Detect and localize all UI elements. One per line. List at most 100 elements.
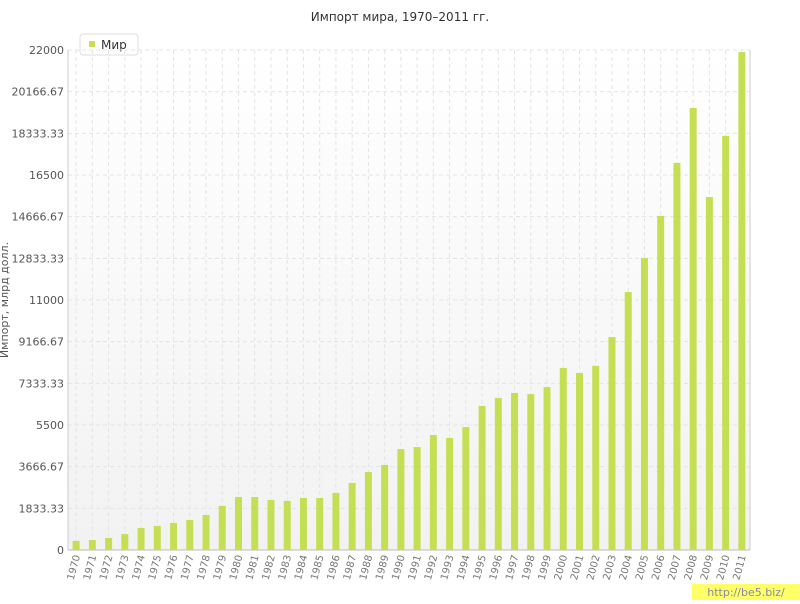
x-tick-label: 1973: [115, 554, 132, 581]
x-tick-label: 2006: [650, 554, 667, 581]
bar: [608, 337, 616, 550]
x-tick-label: 1982: [261, 554, 278, 581]
x-tick-label: 1980: [228, 554, 245, 581]
bar: [738, 52, 746, 550]
legend: Мир: [79, 33, 139, 56]
bar: [640, 257, 648, 550]
bar: [576, 372, 583, 550]
x-tick-label: 1975: [147, 554, 164, 581]
bar: [170, 522, 178, 550]
watermark-bg: [692, 584, 800, 600]
bar: [202, 515, 210, 550]
x-tick-label: 1989: [374, 554, 391, 581]
bar: [72, 540, 80, 550]
x-tick-label: 2005: [634, 554, 651, 581]
bar: [316, 497, 324, 550]
x-tick-label: 1979: [212, 554, 229, 581]
bar: [267, 500, 275, 550]
x-tick-label: 1993: [439, 554, 456, 581]
bar: [462, 427, 470, 550]
bar: [657, 215, 665, 550]
x-tick-label: 1976: [163, 554, 180, 581]
y-tick-label: 14666.67: [12, 211, 65, 224]
x-tick-label: 1977: [179, 554, 196, 581]
bar: [689, 107, 697, 551]
x-tick-label: 1997: [504, 554, 521, 581]
y-tick-label: 18333.33: [12, 127, 65, 140]
x-tick-label: 2008: [683, 554, 700, 581]
bar: [494, 397, 502, 550]
x-tick-label: 1985: [309, 554, 326, 581]
x-tick-label: 2003: [602, 554, 619, 581]
y-tick-label: 9166.67: [19, 336, 65, 349]
x-tick-label: 1978: [196, 554, 213, 581]
bar: [478, 405, 486, 550]
legend-label: Мир: [101, 38, 127, 52]
x-tick-label: 1990: [391, 554, 408, 581]
y-tick-label: 20166.67: [12, 86, 65, 99]
x-tick-label: 1992: [423, 554, 440, 581]
bar: [397, 449, 405, 550]
watermark: http://be5.biz/: [707, 586, 785, 599]
y-tick-label: 12833.33: [12, 252, 65, 265]
x-tick-label: 1983: [277, 554, 294, 581]
bar: [364, 472, 372, 550]
x-tick-label: 1972: [98, 554, 115, 581]
bar: [332, 492, 340, 550]
bar: [153, 525, 161, 550]
x-tick-label: 1996: [488, 554, 505, 581]
bar: [186, 520, 194, 550]
x-tick-label: 2004: [618, 554, 635, 581]
bar: [592, 365, 600, 550]
x-tick-label: 1984: [293, 554, 310, 581]
bar: [218, 505, 226, 550]
x-tick-label: 2001: [569, 554, 586, 581]
bar: [413, 447, 421, 550]
bar: [105, 537, 113, 550]
bar: [251, 497, 259, 550]
x-tick-label: 1971: [82, 554, 99, 581]
x-tick-label: 1986: [326, 554, 343, 581]
bar: [624, 292, 632, 550]
y-tick-label: 3666.67: [19, 461, 65, 474]
x-tick-label: 2000: [553, 554, 570, 581]
bar: [348, 482, 356, 550]
bar: [673, 162, 681, 551]
bar: [559, 367, 567, 550]
x-tick-label: 1988: [358, 554, 375, 581]
bar: [705, 197, 713, 550]
bar: [137, 527, 145, 550]
bar: [511, 392, 519, 550]
y-axis-label: Импорт, млрд долл.: [0, 242, 11, 358]
y-tick-label: 1833.33: [19, 502, 65, 515]
x-tick-label: 1981: [244, 554, 261, 581]
legend-box: [79, 33, 139, 56]
bar: [543, 387, 551, 550]
y-tick-label: 22000: [29, 44, 64, 57]
x-tick-label: 1994: [456, 554, 473, 581]
bar: [381, 465, 389, 550]
bar: [722, 135, 730, 550]
bar: [88, 540, 96, 550]
bar: [299, 497, 307, 550]
x-tick-label: 2007: [667, 554, 684, 581]
bar: [283, 500, 291, 550]
y-tick-label: 16500: [29, 169, 64, 182]
x-tick-label: 2011: [732, 554, 749, 581]
x-tick-label: 1999: [537, 554, 554, 581]
y-tick-label: 7333.33: [19, 377, 65, 390]
y-tick-label: 5500: [36, 419, 64, 432]
x-tick-label: 2009: [699, 554, 716, 581]
x-tick-label: 1970: [66, 554, 83, 581]
bar: [235, 497, 242, 550]
chart-title: Импорт мира, 1970–2011 гг.: [311, 10, 489, 24]
x-tick-label: 1974: [131, 554, 148, 581]
x-tick-label: 2002: [585, 554, 602, 581]
bar: [121, 534, 129, 550]
bar: [429, 435, 437, 550]
y-tick-label: 11000: [29, 294, 64, 307]
bar: [446, 437, 454, 550]
x-tick-label: 1987: [342, 554, 359, 581]
bar: [527, 394, 535, 550]
